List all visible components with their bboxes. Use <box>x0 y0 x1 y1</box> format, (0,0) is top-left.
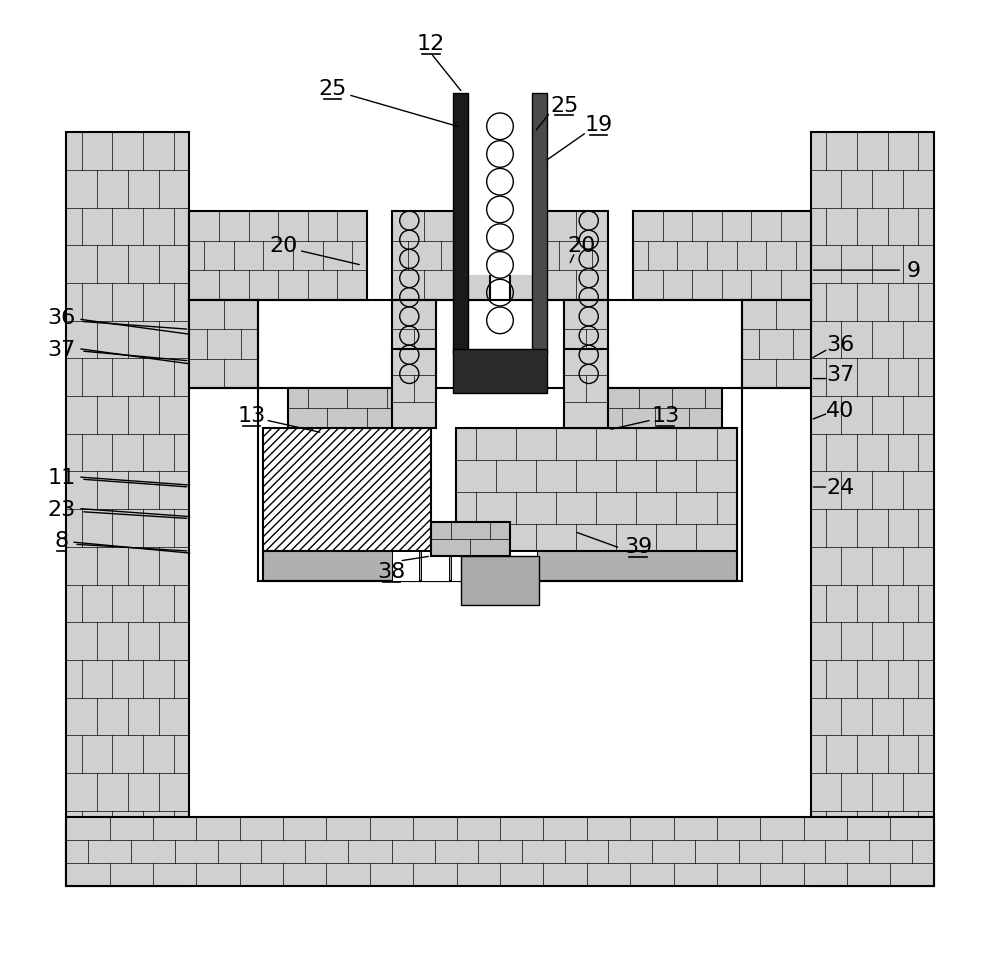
Text: 38: 38 <box>377 561 406 581</box>
Text: 8: 8 <box>54 531 68 551</box>
Bar <box>189 300 258 389</box>
Bar <box>480 552 508 581</box>
Bar <box>468 94 532 276</box>
Bar <box>456 429 737 557</box>
Text: 19: 19 <box>584 115 613 135</box>
Bar <box>263 429 431 557</box>
Bar <box>461 557 539 606</box>
Bar <box>189 212 367 300</box>
Text: 20: 20 <box>269 235 297 255</box>
Bar <box>510 212 608 300</box>
Text: 20: 20 <box>568 235 596 255</box>
Bar <box>288 389 406 429</box>
Bar <box>392 552 419 581</box>
Text: 37: 37 <box>47 340 75 360</box>
Text: 36: 36 <box>47 308 75 328</box>
Bar <box>431 522 510 557</box>
Bar <box>451 552 478 581</box>
Bar <box>742 300 811 389</box>
Text: 23: 23 <box>47 499 75 519</box>
Bar <box>263 552 737 581</box>
Bar <box>589 389 722 429</box>
Text: 24: 24 <box>826 478 854 497</box>
Bar <box>564 350 608 429</box>
Bar <box>453 94 468 355</box>
Bar <box>66 818 934 886</box>
Text: 13: 13 <box>651 405 680 426</box>
Text: 9: 9 <box>907 261 921 280</box>
Bar <box>392 212 490 300</box>
Bar <box>633 212 811 300</box>
Bar <box>532 94 547 355</box>
Text: 36: 36 <box>826 335 854 355</box>
Text: 25: 25 <box>550 96 578 115</box>
Bar <box>392 300 436 389</box>
Bar <box>811 133 934 886</box>
Text: 25: 25 <box>318 79 347 99</box>
Bar <box>564 300 608 389</box>
Bar <box>66 133 189 886</box>
Bar <box>510 552 537 581</box>
Text: 13: 13 <box>237 405 266 426</box>
Text: 37: 37 <box>826 364 854 384</box>
Text: 12: 12 <box>417 34 445 55</box>
Text: 39: 39 <box>624 536 652 557</box>
Bar <box>392 350 436 429</box>
Bar <box>453 350 547 394</box>
Text: 40: 40 <box>826 401 854 421</box>
Bar <box>421 552 449 581</box>
Text: 11: 11 <box>47 468 75 488</box>
